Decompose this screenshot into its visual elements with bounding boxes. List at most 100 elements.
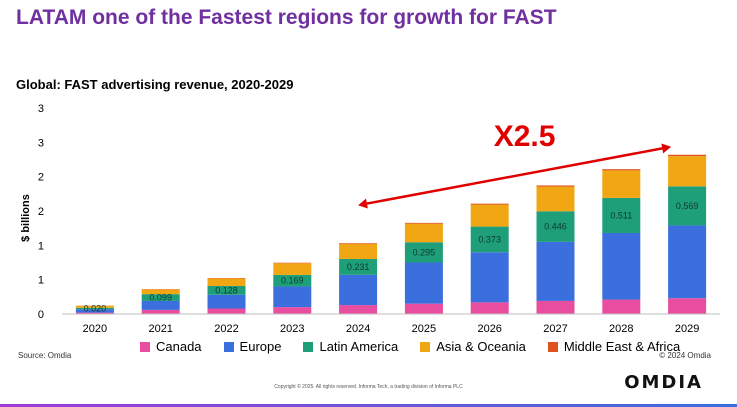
y-tick-label: 2 bbox=[38, 172, 44, 184]
x-tick-label: 2027 bbox=[543, 323, 567, 335]
x-tick-label: 2021 bbox=[148, 323, 172, 335]
bar-segment bbox=[404, 303, 443, 314]
bar-segment bbox=[273, 263, 312, 275]
bar-segment bbox=[470, 252, 509, 303]
data-label: 0.099 bbox=[149, 293, 172, 303]
data-label: 0.511 bbox=[610, 210, 632, 220]
bar-segment bbox=[602, 170, 641, 198]
y-tick-label: 0 bbox=[38, 309, 44, 321]
data-label: 0.373 bbox=[478, 234, 501, 244]
bar-segment bbox=[75, 307, 114, 310]
bar-segment bbox=[668, 156, 707, 187]
legend-swatch bbox=[420, 341, 431, 352]
y-tick-label: 1 bbox=[38, 240, 44, 252]
bar-segment bbox=[470, 226, 509, 253]
bar-segment bbox=[536, 300, 575, 314]
bar-segment bbox=[602, 232, 641, 300]
legend-item: Asia & Oceania bbox=[420, 339, 526, 354]
x-tick-label: 2022 bbox=[214, 323, 238, 335]
legend-item: Middle East & Africa bbox=[547, 339, 681, 354]
bar-segment bbox=[207, 294, 246, 309]
chart-title: Global: FAST advertising revenue, 2020-2… bbox=[16, 77, 294, 92]
x-tick-label: 2028 bbox=[609, 323, 633, 335]
page-title: LATAM one of the Fastest regions for gro… bbox=[16, 6, 557, 29]
bar-segment bbox=[536, 186, 575, 212]
omdia-logo: OMDIA bbox=[624, 372, 703, 393]
bar-segment bbox=[141, 300, 180, 310]
bar-segment bbox=[75, 305, 114, 308]
bar-segment bbox=[668, 186, 707, 226]
bar-segment bbox=[339, 243, 378, 259]
y-tick-label: 3 bbox=[38, 137, 44, 149]
bar-segment bbox=[602, 197, 641, 233]
bar-segment bbox=[141, 289, 180, 295]
data-label: 0.169 bbox=[281, 276, 304, 286]
data-label: 0.446 bbox=[544, 222, 567, 232]
bar-segment bbox=[339, 305, 378, 314]
x-tick-label: 2026 bbox=[477, 323, 501, 335]
x-tick-label: 2029 bbox=[675, 323, 699, 335]
legend-item: Europe bbox=[223, 339, 281, 354]
bar-segment bbox=[75, 309, 114, 313]
bar-segment bbox=[668, 298, 707, 314]
bar-segment bbox=[404, 223, 443, 243]
data-label: 0.295 bbox=[413, 247, 436, 257]
y-tick-label: 2 bbox=[38, 206, 44, 218]
bottom-accent-line bbox=[0, 404, 737, 407]
bar-segment bbox=[404, 262, 443, 304]
bar-segment bbox=[339, 258, 378, 275]
bar-segment bbox=[602, 299, 641, 314]
legend-label: Latin America bbox=[319, 339, 399, 354]
growth-annotation: X2.5 bbox=[358, 120, 672, 209]
bar-segment bbox=[141, 309, 180, 314]
legend-swatch bbox=[140, 341, 150, 352]
arrow-line bbox=[366, 147, 663, 205]
bar-segment bbox=[207, 278, 246, 286]
legend-item: Canada bbox=[140, 339, 202, 354]
bar-segment bbox=[404, 222, 443, 224]
x-tick-label: 2023 bbox=[280, 323, 304, 335]
bar-segment bbox=[273, 307, 312, 314]
bar-segment bbox=[470, 204, 509, 227]
footer-text: Copyright © 2025. All rights reserved. I… bbox=[274, 384, 463, 390]
legend-label: Canada bbox=[156, 339, 202, 354]
data-label: 0.569 bbox=[676, 201, 699, 211]
bar-segment bbox=[273, 286, 312, 308]
bar-segment bbox=[536, 241, 575, 301]
bar-segment bbox=[273, 274, 312, 287]
y-axis: 0 1 1 2 2 3 3 bbox=[38, 103, 44, 321]
x-tick-label: 2020 bbox=[83, 323, 107, 335]
x-tick-label: 2025 bbox=[412, 323, 436, 335]
legend-label: Middle East & Africa bbox=[563, 339, 681, 354]
legend-swatch bbox=[547, 341, 558, 352]
data-label: 0.231 bbox=[347, 262, 370, 272]
arrow-head bbox=[358, 198, 368, 209]
x-axis: 2020 2021 2022 2023 2024 2025 2026 2027 2028 2029 bbox=[83, 323, 700, 335]
bar-segment bbox=[470, 302, 509, 314]
bar-segment bbox=[141, 294, 180, 301]
data-label: 0.020 bbox=[84, 304, 107, 314]
bar-segment bbox=[339, 243, 378, 244]
bars-group bbox=[75, 154, 707, 314]
data-labels-group: 0.020 0.099 0.128 0.169 0.231 0.295 0.373 0.446… bbox=[84, 201, 699, 314]
bar-segment bbox=[75, 312, 114, 314]
bar-segment bbox=[536, 185, 575, 187]
data-label: 0.128 bbox=[215, 285, 238, 295]
copyright-note: © 2024 Omdia bbox=[659, 351, 711, 360]
legend-swatch bbox=[303, 341, 314, 352]
bar-segment bbox=[273, 262, 312, 264]
bar-segment bbox=[339, 274, 378, 306]
arrow-head bbox=[661, 143, 672, 154]
y-tick-label: 1 bbox=[38, 275, 44, 287]
growth-multiplier-label: X2.5 bbox=[494, 120, 556, 153]
x-tick-label: 2024 bbox=[346, 323, 370, 335]
bar-segment bbox=[207, 285, 246, 295]
bar-segment bbox=[404, 242, 443, 263]
source-note: Source: Omdia bbox=[18, 351, 72, 360]
bar-segment bbox=[470, 203, 509, 205]
bar-segment bbox=[536, 211, 575, 242]
y-tick-label: 3 bbox=[38, 103, 44, 115]
bar-segment bbox=[207, 308, 246, 314]
bar-segment bbox=[668, 225, 707, 299]
